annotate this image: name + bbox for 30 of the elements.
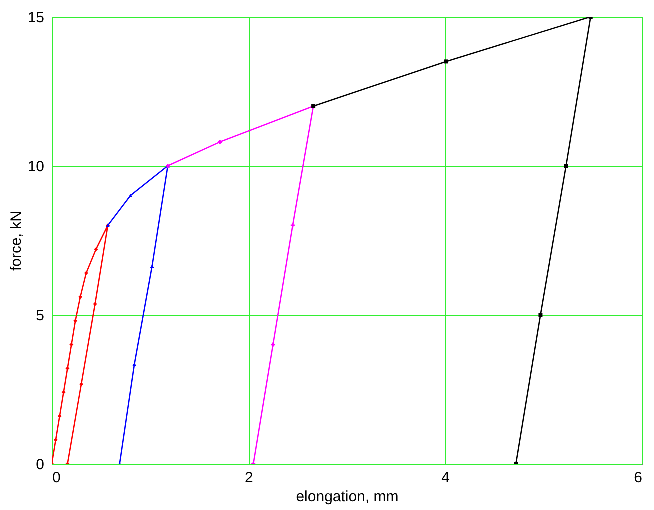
point — [58, 414, 62, 418]
point — [80, 382, 84, 386]
point — [62, 390, 66, 394]
point — [84, 271, 88, 276]
x-tick-label: 2 — [244, 470, 254, 486]
point — [290, 224, 295, 228]
point — [218, 140, 222, 144]
point — [78, 295, 83, 300]
x-axis-title: elongation, mm — [296, 488, 399, 506]
x-tick-label: 0 — [52, 470, 61, 486]
y-tick-label: 15 — [28, 10, 44, 26]
y-tick-label: 5 — [36, 308, 44, 324]
point — [564, 164, 568, 168]
point — [74, 318, 78, 323]
x-tick-label: 6 — [634, 470, 642, 486]
point — [271, 342, 276, 347]
point — [54, 438, 58, 442]
point — [66, 366, 70, 371]
point — [128, 194, 133, 198]
y-tick-label: 10 — [28, 158, 44, 176]
x-tick-label: 4 — [442, 470, 450, 486]
point — [93, 302, 98, 306]
point — [538, 313, 543, 317]
point — [94, 247, 98, 252]
point — [444, 60, 448, 64]
line-series — [106, 164, 170, 464]
point — [70, 342, 74, 347]
y-tick-label: 0 — [36, 456, 44, 474]
y-axis-title: force, kN — [8, 210, 25, 272]
line-series — [166, 104, 316, 464]
